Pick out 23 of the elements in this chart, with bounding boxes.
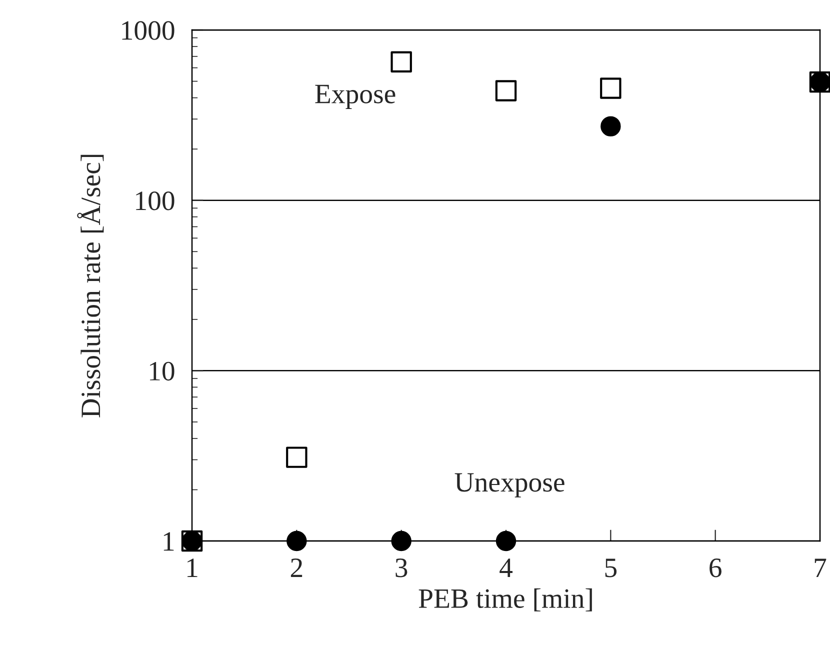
x-tick-label: 1: [188, 558, 198, 577]
point: [391, 530, 412, 552]
annotation: Unexpose: [454, 473, 564, 498]
x-tick-label: 6: [710, 558, 722, 578]
y-tick-label: 1: [164, 532, 174, 551]
point: [495, 80, 517, 102]
x-tick-label: 5: [605, 558, 617, 578]
point: [600, 116, 621, 136]
x-tick-label: 2: [290, 558, 302, 577]
x-tick-label: 3: [396, 558, 408, 578]
annotation: Expose: [315, 84, 396, 110]
point: [390, 51, 412, 72]
point: [286, 446, 308, 468]
point: [496, 530, 516, 552]
y-axis-title: Dissolution rate [Å/sec]: [77, 154, 104, 418]
y-tick-label: 10: [150, 362, 174, 381]
x-tick-label: 7: [814, 558, 826, 577]
y-tick-label: 1000: [122, 21, 174, 40]
x-axis-title: PEB time [min]: [418, 588, 592, 612]
x-tick-label: 4: [500, 558, 513, 577]
y-tick-label: 100: [136, 192, 174, 210]
point: [600, 78, 622, 99]
point: [286, 530, 307, 552]
